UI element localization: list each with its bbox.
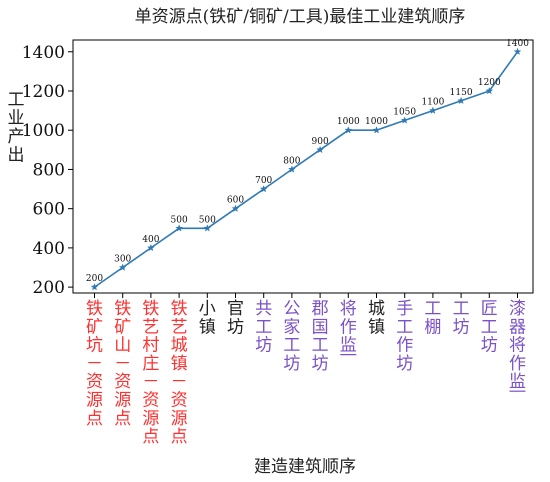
data-label: 200: [86, 274, 103, 284]
series-line: [94, 51, 519, 288]
data-point: [457, 96, 466, 105]
x-tick-label: 匠工坊: [481, 299, 498, 356]
x-axis-label: 建造建筑顺序: [254, 457, 356, 477]
x-tick-label: 工坊: [453, 299, 470, 337]
x-tick-label: 手工作坊: [396, 299, 413, 374]
data-point: [344, 126, 353, 134]
data-label: 500: [199, 215, 216, 225]
data-label: 1200: [478, 78, 501, 88]
data-point: [118, 263, 127, 271]
data-point: [203, 224, 212, 232]
x-tick-label: 漆器将作监: [509, 299, 526, 392]
data-point: [372, 126, 381, 134]
data-label: 400: [142, 235, 159, 245]
x-tick-label: 铁艺城镇－资源点: [171, 299, 188, 447]
y-tick-label: 1000: [22, 121, 65, 141]
data-label: 1000: [365, 117, 388, 127]
x-tick-label: 铁矿山－资源点: [114, 299, 131, 429]
x-tick-label: 郡国工坊: [312, 299, 329, 374]
series-layer: [90, 47, 522, 291]
y-axis-label-text: 工业产出: [8, 90, 25, 166]
x-axis: 铁矿坑－资源点铁矿山－资源点铁艺村庄－资源点铁艺城镇－资源点小镇官坊共工坊公家工…: [86, 293, 526, 447]
y-tick-label: 400: [33, 239, 65, 259]
data-point: [287, 165, 296, 173]
data-label: 1400: [506, 39, 529, 49]
data-point: [175, 224, 184, 232]
data-point: [428, 106, 437, 114]
y-axis-label: 工业产出: [8, 90, 25, 166]
x-tick-label: 共工坊: [255, 299, 272, 356]
x-tick-label: 城镇: [368, 299, 385, 337]
y-axis: 200 400 600 800 1000 1200 1400: [22, 43, 73, 298]
x-tick-label: 小镇: [199, 299, 216, 337]
x-tick-label: 工棚: [424, 299, 441, 337]
data-label: 500: [171, 215, 188, 225]
data-point: [146, 243, 155, 252]
data-point: [400, 116, 409, 124]
x-tick-label: 铁艺村庄－资源点: [142, 299, 159, 447]
data-label-layer: 200 300 400 500 500 600 700 800 900 1000 1000 1050 1…: [86, 39, 529, 284]
x-tick-label: 官坊: [227, 299, 244, 337]
x-tick-label: 公家工坊: [283, 299, 300, 374]
y-tick-label: 1400: [22, 43, 65, 63]
data-label: 800: [283, 156, 300, 166]
y-tick-label: 200: [33, 278, 65, 298]
y-tick-label: 1200: [22, 82, 65, 102]
data-label: 1100: [421, 98, 444, 108]
data-point: [259, 184, 268, 193]
data-label: 1000: [337, 117, 360, 127]
chart-title: 单资源点(铁矿/铜矿/工具)最佳工业建筑顺序: [135, 7, 466, 27]
plot-area-frame: [72, 39, 534, 294]
data-point: [485, 86, 494, 95]
data-label: 600: [227, 196, 244, 206]
data-label: 1050: [393, 107, 416, 117]
data-point: [316, 145, 325, 154]
data-label: 700: [255, 176, 272, 186]
x-tick-label: 铁矿坑－资源点: [86, 299, 103, 429]
data-point: [513, 47, 522, 56]
x-tick-label: 将作监: [340, 299, 357, 356]
data-label: 300: [114, 255, 131, 265]
data-label: 1150: [450, 88, 473, 98]
data-label: 900: [312, 137, 329, 147]
data-point: [90, 282, 99, 291]
data-point: [231, 204, 240, 213]
y-tick-label: 800: [33, 160, 65, 180]
y-tick-label: 600: [33, 200, 65, 220]
